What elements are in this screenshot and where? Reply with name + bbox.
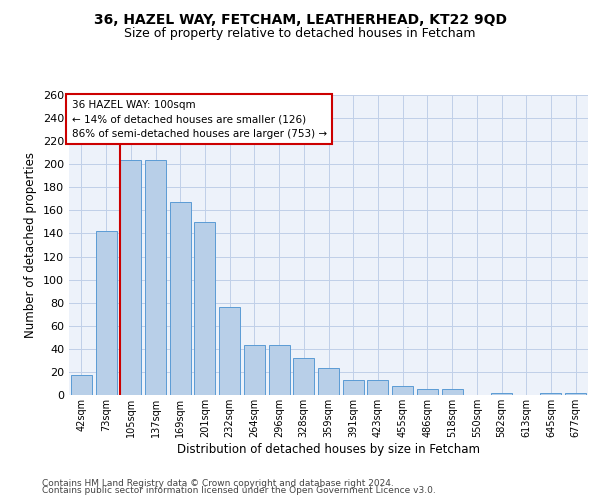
Bar: [194, 222, 215, 395]
X-axis label: Distribution of detached houses by size in Fetcham: Distribution of detached houses by size …: [177, 442, 480, 456]
Bar: [244, 346, 265, 395]
Bar: [71, 376, 92, 395]
Y-axis label: Number of detached properties: Number of detached properties: [25, 152, 37, 338]
Bar: [170, 202, 191, 395]
Bar: [120, 160, 141, 395]
Text: Contains public sector information licensed under the Open Government Licence v3: Contains public sector information licen…: [42, 486, 436, 495]
Bar: [219, 308, 240, 395]
Bar: [392, 386, 413, 395]
Bar: [367, 380, 388, 395]
Text: Size of property relative to detached houses in Fetcham: Size of property relative to detached ho…: [124, 28, 476, 40]
Bar: [417, 389, 438, 395]
Bar: [491, 392, 512, 395]
Text: Contains HM Land Registry data © Crown copyright and database right 2024.: Contains HM Land Registry data © Crown c…: [42, 478, 394, 488]
Bar: [343, 380, 364, 395]
Bar: [293, 358, 314, 395]
Bar: [318, 368, 339, 395]
Text: 36 HAZEL WAY: 100sqm
← 14% of detached houses are smaller (126)
86% of semi-deta: 36 HAZEL WAY: 100sqm ← 14% of detached h…: [71, 100, 327, 139]
Bar: [541, 392, 562, 395]
Bar: [565, 392, 586, 395]
Bar: [95, 231, 116, 395]
Bar: [442, 389, 463, 395]
Bar: [145, 160, 166, 395]
Text: 36, HAZEL WAY, FETCHAM, LEATHERHEAD, KT22 9QD: 36, HAZEL WAY, FETCHAM, LEATHERHEAD, KT2…: [94, 12, 506, 26]
Bar: [269, 346, 290, 395]
